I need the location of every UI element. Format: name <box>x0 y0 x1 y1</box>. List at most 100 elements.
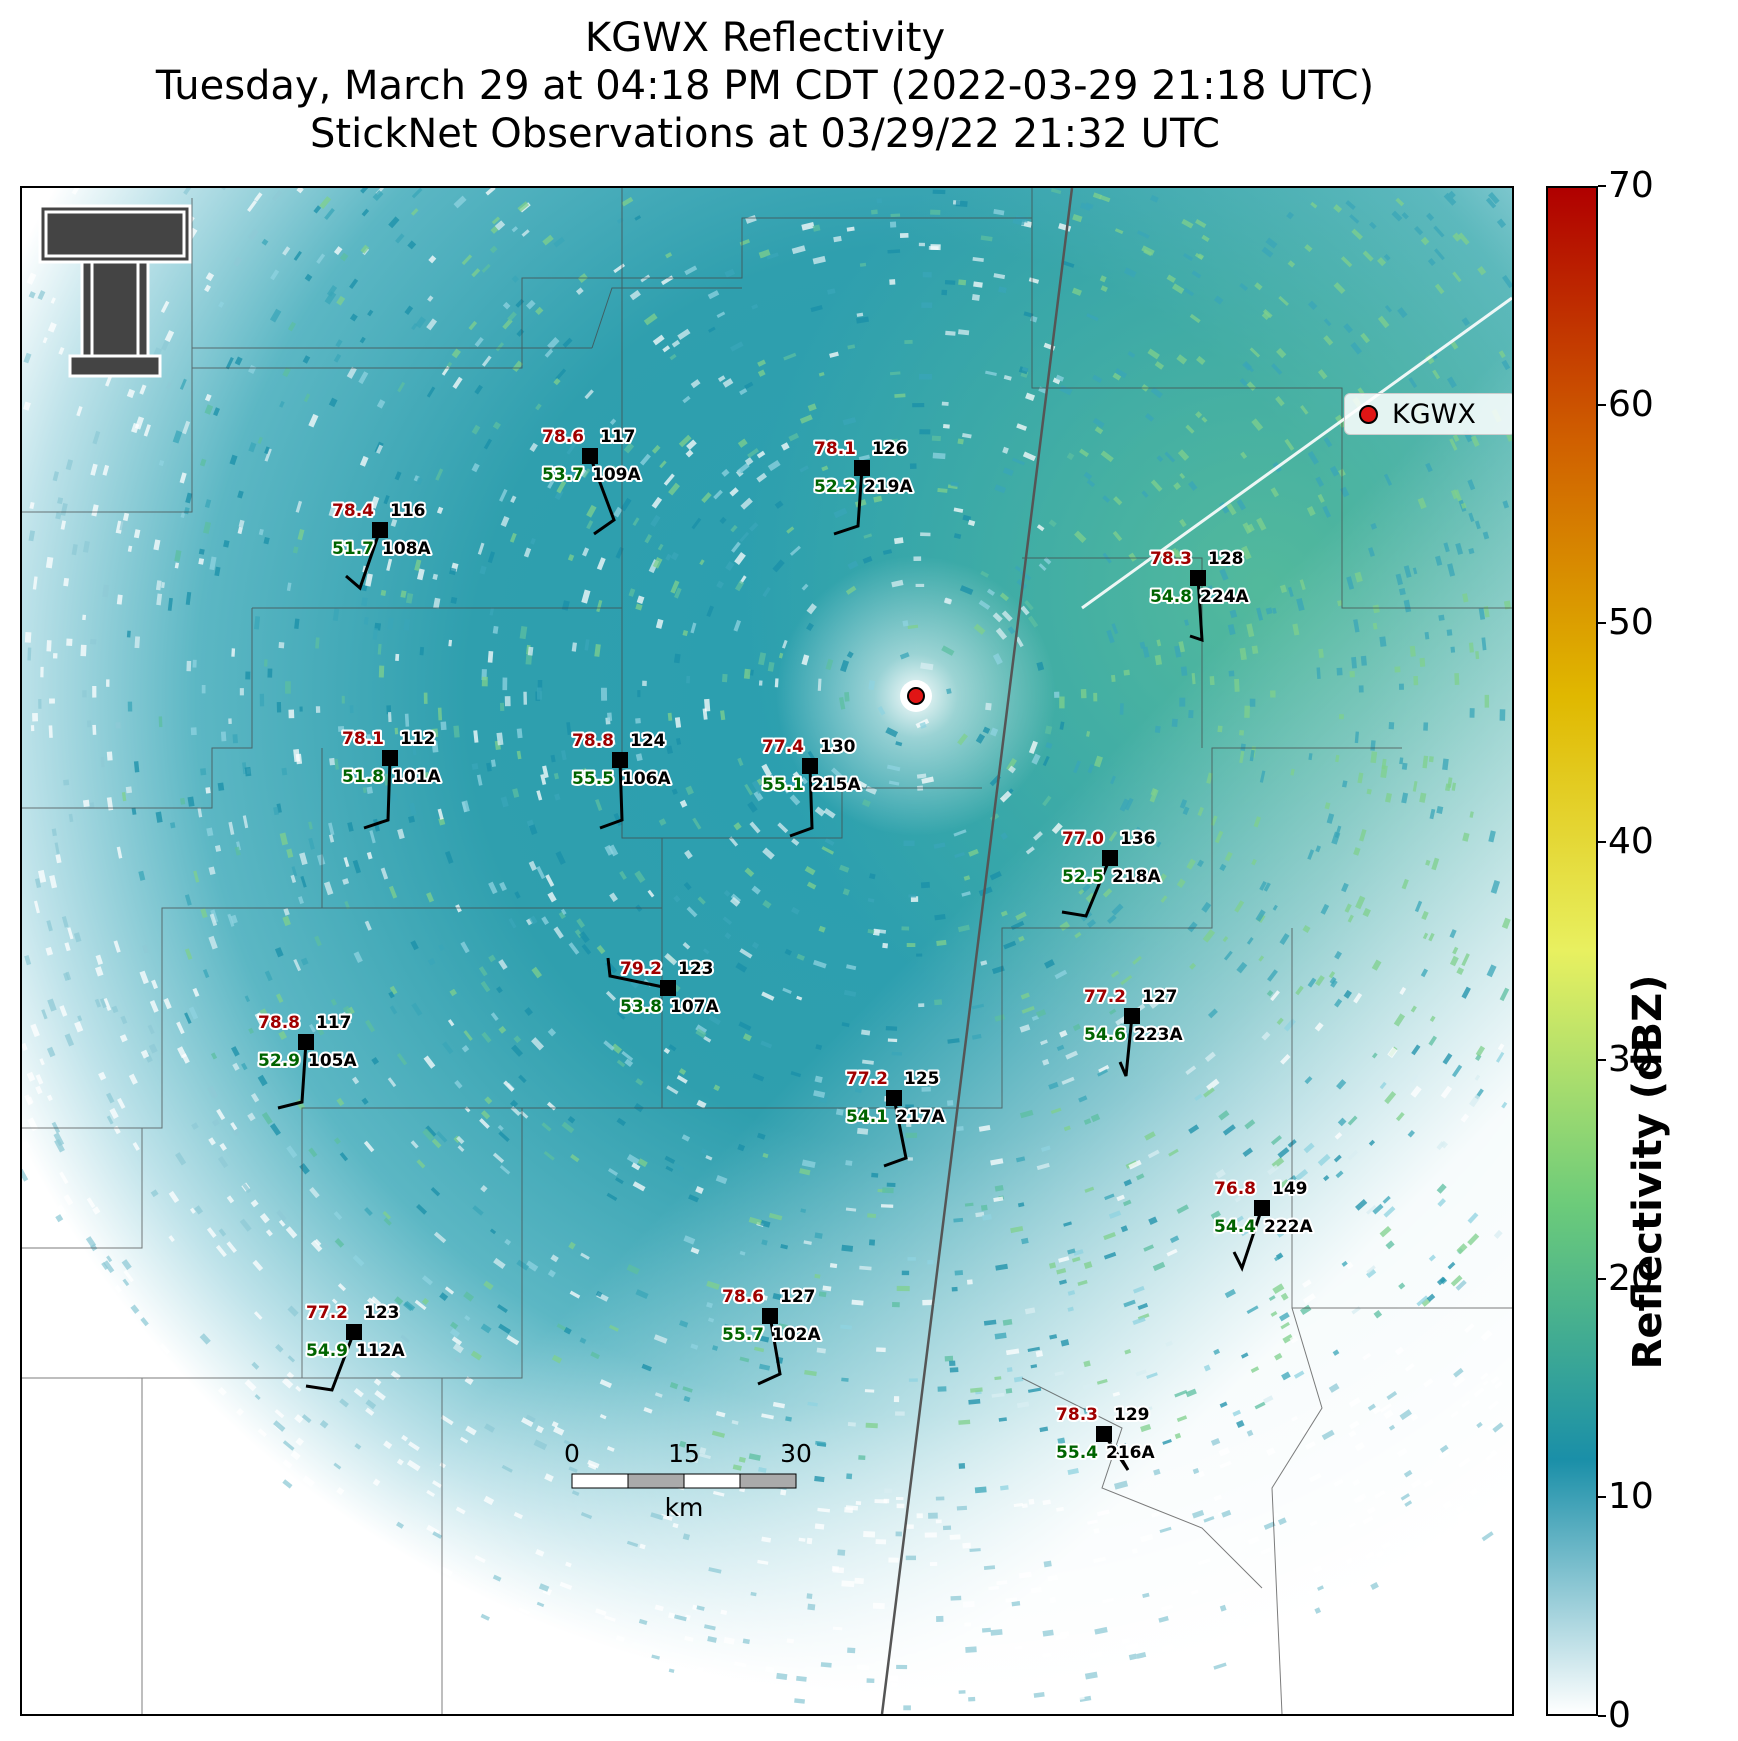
colorbar-tick-mark <box>1598 185 1606 187</box>
colorbar-tick-mark <box>1598 1277 1606 1280</box>
station-id: 109A <box>592 465 641 485</box>
station-id: 215A <box>812 775 861 795</box>
station-marker <box>1124 1008 1140 1024</box>
station-temperature: 78.8 <box>258 1013 300 1033</box>
station-id: 216A <box>1106 1443 1155 1463</box>
map-subtitle-obs: StickNet Observations at 03/29/22 21:32 … <box>310 111 1220 157</box>
station-217A[interactable]: 77.2 125 54.1 217A <box>844 1067 947 1168</box>
station-106A[interactable]: 78.8 124 55.5 106A <box>570 729 673 830</box>
wind-barb <box>588 455 616 536</box>
wind-barb <box>1118 1015 1134 1077</box>
station-marker <box>802 758 818 774</box>
station-marker <box>1190 570 1206 586</box>
station-value: 123 <box>364 1303 400 1323</box>
station-value: 124 <box>630 731 666 751</box>
station-temperature: 77.2 <box>846 1069 888 1089</box>
wind-barb <box>789 765 814 838</box>
station-222A[interactable]: 76.8 149 54.4 222A <box>1212 1177 1315 1272</box>
station-id: 222A <box>1264 1217 1313 1237</box>
station-value: 149 <box>1272 1179 1308 1199</box>
colorbar-tick-label: 20 <box>1608 1257 1654 1299</box>
wind-barb <box>1061 857 1112 918</box>
station-temperature: 78.3 <box>1150 549 1192 569</box>
station-marker <box>372 522 388 538</box>
station-temperature: 78.6 <box>722 1287 764 1307</box>
station-value: 130 <box>820 737 856 757</box>
wind-barb <box>1102 1433 1130 1471</box>
station-temperature: 78.8 <box>572 731 614 751</box>
station-109A[interactable]: 78.6 117 53.7 109A <box>540 425 643 536</box>
station-107A[interactable]: 79.2 123 53.8 107A <box>606 957 721 1019</box>
station-219A[interactable]: 78.1 126 52.2 219A <box>812 437 915 536</box>
station-value: 126 <box>872 439 908 459</box>
station-marker <box>1102 850 1118 866</box>
colorbar-tick-mark <box>1598 1059 1606 1062</box>
station-value: 117 <box>600 427 636 447</box>
station-101A[interactable]: 78.1 112 51.8 101A <box>340 727 443 830</box>
station-marker <box>660 980 676 996</box>
station-215A[interactable]: 77.4 130 55.1 215A <box>760 735 863 838</box>
station-id: 101A <box>392 767 441 787</box>
station-dewpoint: 54.8 <box>1150 587 1192 607</box>
scale-bar-label-15: 15 <box>668 1439 700 1468</box>
station-224A[interactable]: 78.3 128 54.8 224A <box>1148 547 1251 643</box>
wind-barb <box>277 1041 308 1110</box>
station-marker <box>382 750 398 766</box>
scale-bar-label-30: 30 <box>780 1439 812 1468</box>
station-value: 136 <box>1120 829 1156 849</box>
station-temperature: 79.2 <box>620 959 662 979</box>
station-temperature: 78.1 <box>814 439 856 459</box>
station-value: 127 <box>780 1287 816 1307</box>
station-marker <box>762 1308 778 1324</box>
station-id: 112A <box>356 1341 405 1361</box>
station-id: 217A <box>896 1107 945 1127</box>
station-112A[interactable]: 77.2 123 54.9 112A <box>304 1301 407 1392</box>
kgwx-radar-site <box>900 680 932 712</box>
wind-barb <box>345 529 382 591</box>
map-subtitle-time: Tuesday, March 29 at 04:18 PM CDT (2022-… <box>155 63 1375 109</box>
radar-map[interactable]: 0 15 30 km 78.6 117 53.7 109A 78.1 126 52.2 219… <box>20 186 1514 1716</box>
wind-barb <box>606 957 669 990</box>
wind-barb <box>599 759 624 830</box>
station-marker <box>612 752 628 768</box>
station-id: 219A <box>864 477 913 497</box>
colorbar-tick-mark <box>1598 622 1606 625</box>
scale-bar-unit: km <box>665 1493 704 1522</box>
map-legend: KGWX <box>1344 393 1512 435</box>
station-value: 123 <box>678 959 714 979</box>
station-223A[interactable]: 77.2 127 54.6 223A <box>1082 985 1185 1077</box>
wind-barb <box>305 1331 356 1392</box>
state-boundary <box>880 188 1074 1714</box>
colorbar-tick-mark <box>1598 1496 1606 1499</box>
wind-barb <box>883 1097 908 1168</box>
station-dewpoint: 54.1 <box>846 1107 888 1127</box>
wind-barb <box>363 757 392 830</box>
station-dewpoint: 55.1 <box>762 775 804 795</box>
station-temperature: 78.6 <box>542 427 584 447</box>
station-108A[interactable]: 78.4 116 51.7 108A <box>330 499 433 591</box>
station-dewpoint: 52.2 <box>814 477 856 497</box>
station-value: 112 <box>400 729 436 749</box>
station-value: 116 <box>390 501 426 521</box>
station-105A[interactable]: 78.8 117 52.9 105A <box>256 1011 359 1110</box>
station-id: 106A <box>622 769 671 789</box>
station-marker <box>1254 1200 1270 1216</box>
reflectivity-edge-fade <box>22 188 1512 1714</box>
station-dewpoint: 54.6 <box>1084 1025 1126 1045</box>
colorbar-tick-mark <box>1598 840 1606 843</box>
station-dewpoint: 52.9 <box>258 1051 300 1071</box>
station-marker <box>1096 1426 1112 1442</box>
colorbar-label: Reflectivity (dBZ) <box>1625 974 1671 1370</box>
scale-bar: 0 15 30 km <box>564 1439 812 1522</box>
texas-tech-logo <box>38 204 192 378</box>
county-boundaries <box>22 188 1512 1714</box>
station-102A[interactable]: 78.6 127 55.7 102A <box>720 1285 823 1386</box>
station-dewpoint: 55.5 <box>572 769 614 789</box>
colorbar-tick-mark <box>1598 1715 1606 1717</box>
station-218A[interactable]: 77.0 136 52.5 218A <box>1060 827 1163 918</box>
station-dewpoint: 54.9 <box>306 1341 348 1361</box>
colorbar <box>1546 186 1598 1716</box>
station-value: 127 <box>1142 987 1178 1007</box>
station-dewpoint: 54.4 <box>1214 1217 1256 1237</box>
station-216A[interactable]: 78.3 129 55.4 216A <box>1054 1403 1157 1471</box>
